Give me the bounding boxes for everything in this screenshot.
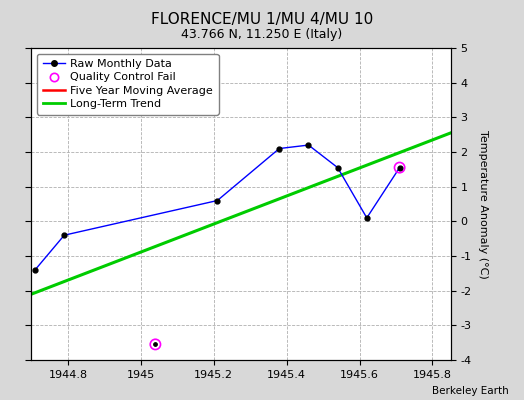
- Text: FLORENCE/MU 1/MU 4/MU 10: FLORENCE/MU 1/MU 4/MU 10: [151, 12, 373, 27]
- Point: [151, 341, 160, 348]
- Point: [396, 164, 404, 171]
- Y-axis label: Temperature Anomaly (°C): Temperature Anomaly (°C): [478, 130, 488, 278]
- Text: Berkeley Earth: Berkeley Earth: [432, 386, 508, 396]
- Point: [151, 341, 160, 348]
- Text: 43.766 N, 11.250 E (Italy): 43.766 N, 11.250 E (Italy): [181, 28, 343, 41]
- Legend: Raw Monthly Data, Quality Control Fail, Five Year Moving Average, Long-Term Tren: Raw Monthly Data, Quality Control Fail, …: [37, 54, 219, 115]
